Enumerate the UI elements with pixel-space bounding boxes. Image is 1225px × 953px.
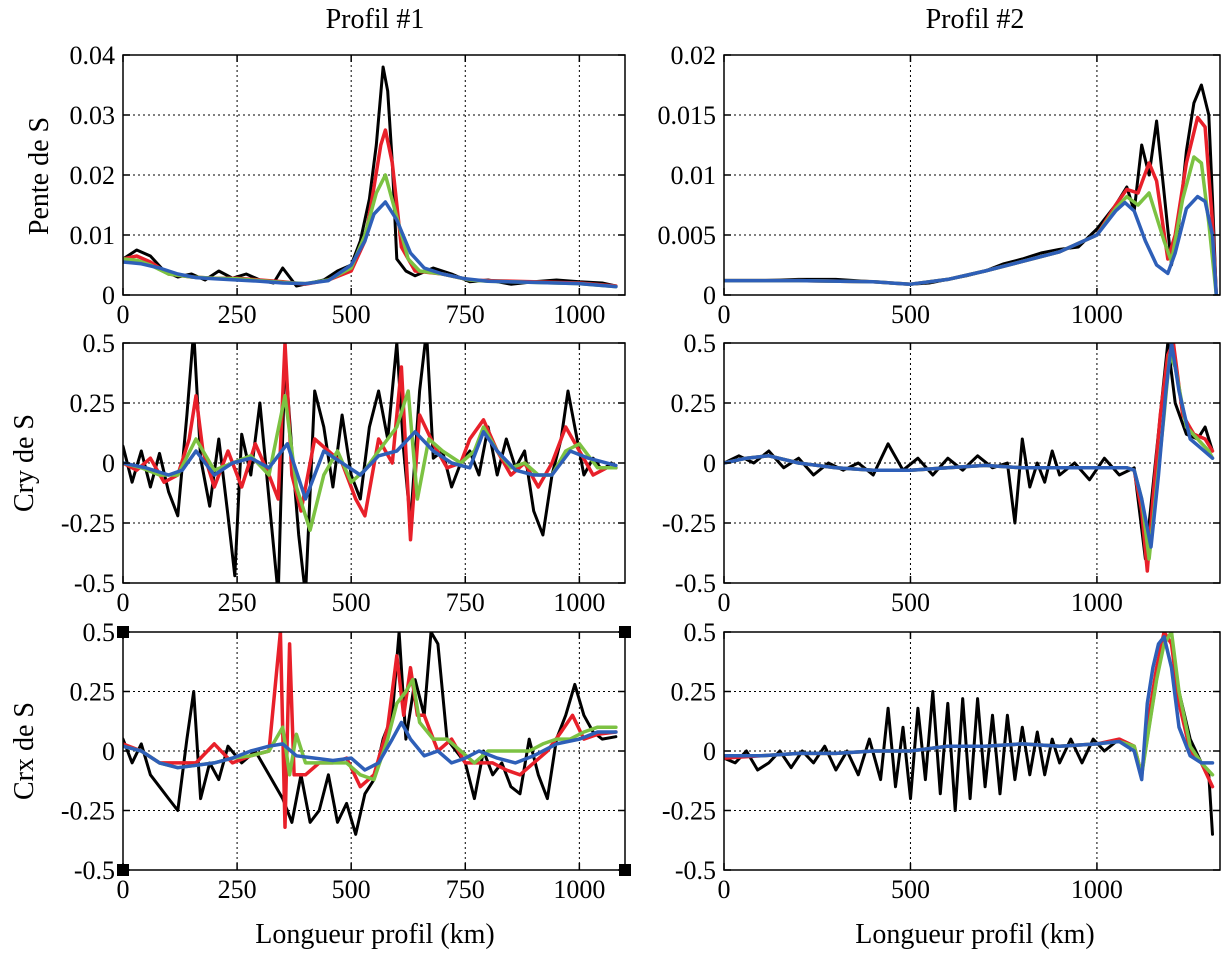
x-tick-label: 500 [891, 588, 930, 617]
y-tick-label: 0 [703, 449, 716, 478]
x-tick-label: 1000 [553, 875, 605, 904]
y-tick-label: -0.5 [675, 856, 716, 885]
y-tick-label: 0.25 [70, 678, 116, 707]
x-tick-label: 500 [891, 875, 930, 904]
series-line-0 [724, 83, 1218, 295]
corner-marker [619, 864, 631, 876]
panel-p1-crx: 0 250 500 750 1000 -0.5 -0.25 0 0.25 0.5 [61, 618, 626, 904]
x-tick-label: 750 [446, 300, 485, 329]
series-line-0 [724, 632, 1214, 836]
series-group [123, 65, 618, 289]
y-tick-label: 0.02 [70, 161, 116, 190]
y-tick-label: -0.25 [662, 797, 716, 826]
y-tick-label: -0.25 [61, 509, 115, 538]
x-axis-label-2: Longueur profil (km) [855, 919, 1095, 950]
series-line-1 [123, 128, 618, 288]
y-tick-label: 0 [102, 281, 115, 310]
x-tick-label: 0 [718, 588, 731, 617]
x-tick-label: 250 [218, 300, 257, 329]
series-line-3 [724, 194, 1219, 295]
y-tick-label: -0.5 [74, 569, 115, 598]
row-label-cry: Cry de S [9, 414, 40, 512]
y-tick-label: 0.015 [658, 101, 717, 130]
x-tick-label: 500 [332, 300, 371, 329]
series-line-0 [123, 343, 618, 583]
y-tick-label: 0 [703, 281, 716, 310]
series-line-2 [724, 353, 1215, 561]
y-tick-label: 0.03 [70, 101, 116, 130]
series-line-3 [724, 343, 1215, 549]
series-line-3 [123, 200, 618, 289]
x-tick-label: 1000 [1071, 875, 1123, 904]
x-tick-label: 750 [446, 588, 485, 617]
series-line-0 [123, 632, 618, 836]
y-tick-label: 0.5 [83, 329, 116, 358]
y-tick-label: 0.005 [658, 221, 717, 250]
column-title-2: Profil #2 [926, 4, 1025, 35]
series-group [724, 632, 1215, 836]
panel-p1-pente: 0 250 500 750 1000 0 0.01 0.02 0.03 0.04 [70, 41, 626, 329]
y-tick-label: 0.5 [83, 618, 116, 647]
x-tick-label: 500 [332, 875, 371, 904]
x-tick-label: 0 [117, 300, 130, 329]
x-tick-label: 750 [446, 875, 485, 904]
x-tick-label: 1000 [553, 300, 605, 329]
x-tick-label: 500 [332, 588, 371, 617]
x-tick-label: 1000 [1071, 588, 1123, 617]
column-title-1: Profil #1 [326, 4, 425, 35]
x-axis-label-1: Longueur profil (km) [255, 919, 495, 950]
corner-marker [117, 864, 129, 876]
y-tick-label: -0.25 [61, 797, 115, 826]
y-tick-label: 0 [703, 737, 716, 766]
y-tick-label: 0 [102, 449, 115, 478]
series-group [724, 343, 1215, 573]
y-tick-label: 0.01 [70, 221, 116, 250]
y-tick-label: -0.5 [675, 569, 716, 598]
row-label-crx: Crx de S [9, 702, 40, 800]
x-tick-label: 1000 [553, 588, 605, 617]
x-tick-label: 0 [117, 875, 130, 904]
y-tick-label: 0 [102, 737, 115, 766]
series-line-3 [123, 720, 618, 772]
series-line-3 [724, 635, 1215, 782]
y-tick-label: 0.25 [671, 389, 717, 418]
x-tick-label: 1000 [1071, 300, 1123, 329]
series-line-1 [123, 632, 618, 829]
series-group [123, 632, 618, 836]
y-tick-label: 0.04 [70, 41, 116, 70]
series-line-2 [123, 389, 618, 532]
x-tick-label: 0 [718, 875, 731, 904]
x-tick-label: 250 [218, 875, 257, 904]
series-line-0 [123, 65, 618, 288]
panel-p2-crx: 0 500 1000 -0.5 -0.25 0 0.25 0.5 [662, 618, 1221, 904]
row-label-pente: Pente de S [24, 117, 55, 235]
series-line-3 [123, 430, 618, 501]
y-tick-label: 0.25 [671, 678, 717, 707]
series-group [724, 83, 1219, 295]
y-tick-label: -0.5 [74, 856, 115, 885]
y-tick-label: 0.5 [684, 329, 717, 358]
x-tick-label: 250 [218, 588, 257, 617]
series-line-1 [724, 343, 1215, 573]
corner-markers [117, 626, 631, 876]
panel-p2-pente: 0 500 1000 0 0.005 0.01 0.015 0.02 [658, 41, 1221, 329]
x-tick-label: 0 [718, 300, 731, 329]
y-tick-label: 0.25 [70, 389, 116, 418]
y-tick-label: 0.5 [684, 618, 717, 647]
x-tick-label: 0 [117, 588, 130, 617]
x-tick-label: 500 [891, 300, 930, 329]
panel-p1-cry: 0 250 500 750 1000 -0.5 -0.25 0 0.25 0.5 [61, 329, 626, 617]
corner-marker [619, 626, 631, 638]
y-tick-label: -0.25 [662, 509, 716, 538]
y-tick-label: 0.02 [671, 41, 717, 70]
y-tick-label: 0.01 [671, 161, 717, 190]
corner-marker [117, 626, 129, 638]
series-group [123, 343, 618, 583]
series-line-0 [724, 343, 1214, 561]
panel-p2-cry: 0 500 1000 -0.5 -0.25 0 0.25 0.5 [662, 329, 1221, 617]
